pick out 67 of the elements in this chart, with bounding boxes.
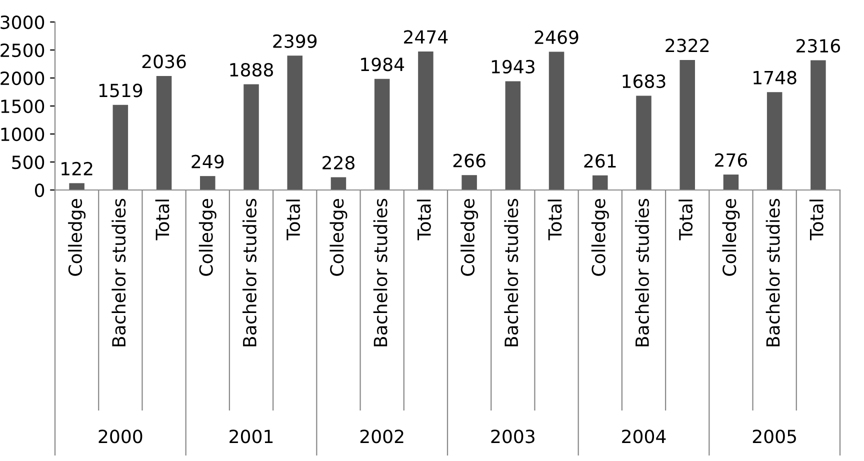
y-tick-label: 2000 bbox=[0, 71, 44, 86]
y-tick-label: 1500 bbox=[1, 99, 44, 114]
data-label: 1748 bbox=[754, 70, 796, 84]
data-label: 228 bbox=[322, 156, 354, 170]
bar bbox=[548, 52, 564, 190]
y-tick-label: 2500 bbox=[0, 43, 44, 58]
bar bbox=[766, 92, 782, 190]
data-label: 261 bbox=[584, 154, 616, 168]
x-tick-label: Colledge bbox=[460, 198, 478, 276]
data-label: 1943 bbox=[492, 60, 534, 74]
bar bbox=[112, 104, 128, 190]
y-tick-label: 1000 bbox=[1, 127, 44, 142]
x-tick-label: Colledge bbox=[68, 198, 86, 276]
y-tick-label: 3000 bbox=[0, 15, 44, 30]
data-label: 2316 bbox=[796, 38, 840, 53]
text: 2000 bbox=[98, 430, 142, 444]
x-tick-label: Total bbox=[809, 200, 824, 240]
y-tick-label: 500 bbox=[12, 155, 44, 170]
bar bbox=[244, 84, 259, 190]
data-label: 2399 bbox=[273, 34, 317, 48]
x-tick-label: Colledge bbox=[591, 198, 609, 276]
x-tick-label: Bachelor studies bbox=[112, 198, 126, 346]
bar bbox=[680, 60, 695, 190]
bar bbox=[505, 81, 521, 190]
x-tick-label: Colledge bbox=[198, 198, 216, 276]
text: 2005 bbox=[752, 430, 796, 444]
x-tick-label: Total bbox=[416, 200, 431, 240]
data-label: 266 bbox=[453, 154, 486, 168]
data-label: 2474 bbox=[404, 30, 448, 44]
data-label: 122 bbox=[62, 162, 92, 176]
text: 2004 bbox=[622, 430, 666, 444]
x-tick-label: Bachelor studies bbox=[766, 198, 780, 346]
data-label: 2322 bbox=[666, 38, 709, 52]
x-tick-label: Bachelor studies bbox=[635, 198, 649, 346]
text: 2001 bbox=[230, 430, 273, 444]
x-tick-label: Total bbox=[286, 200, 300, 240]
bar bbox=[462, 175, 477, 190]
y-tick-label: 0 bbox=[34, 183, 44, 198]
bar bbox=[156, 76, 172, 190]
bar bbox=[200, 176, 216, 190]
bar bbox=[418, 51, 434, 190]
x-tick-label: Total bbox=[678, 200, 693, 240]
x-tick-label: Colledge bbox=[330, 198, 348, 276]
text: 2002 bbox=[360, 430, 404, 444]
bar bbox=[374, 78, 390, 190]
x-tick-label: Colledge bbox=[722, 198, 740, 276]
data-label: 276 bbox=[715, 153, 748, 167]
bar bbox=[330, 177, 346, 190]
text: 2003 bbox=[491, 430, 534, 444]
x-tick-label: Total bbox=[548, 200, 562, 240]
data-label: 2469 bbox=[534, 30, 578, 44]
data-label: 1888 bbox=[230, 62, 273, 77]
bar bbox=[636, 96, 652, 190]
data-label: 249 bbox=[192, 154, 224, 168]
x-tick-label: Bachelor studies bbox=[242, 198, 256, 346]
x-tick-label: Bachelor studies bbox=[373, 198, 388, 346]
data-label: 1683 bbox=[622, 74, 666, 88]
data-label: 1984 bbox=[361, 58, 404, 72]
bar bbox=[592, 175, 608, 190]
x-tick-label: Total bbox=[155, 200, 170, 240]
bar bbox=[723, 174, 739, 190]
data-label: 2036 bbox=[142, 54, 186, 68]
data-label: 1519 bbox=[99, 84, 142, 98]
bar bbox=[810, 60, 826, 190]
x-tick-label: Bachelor studies bbox=[504, 198, 518, 346]
bar bbox=[287, 56, 302, 190]
bar bbox=[69, 183, 84, 190]
